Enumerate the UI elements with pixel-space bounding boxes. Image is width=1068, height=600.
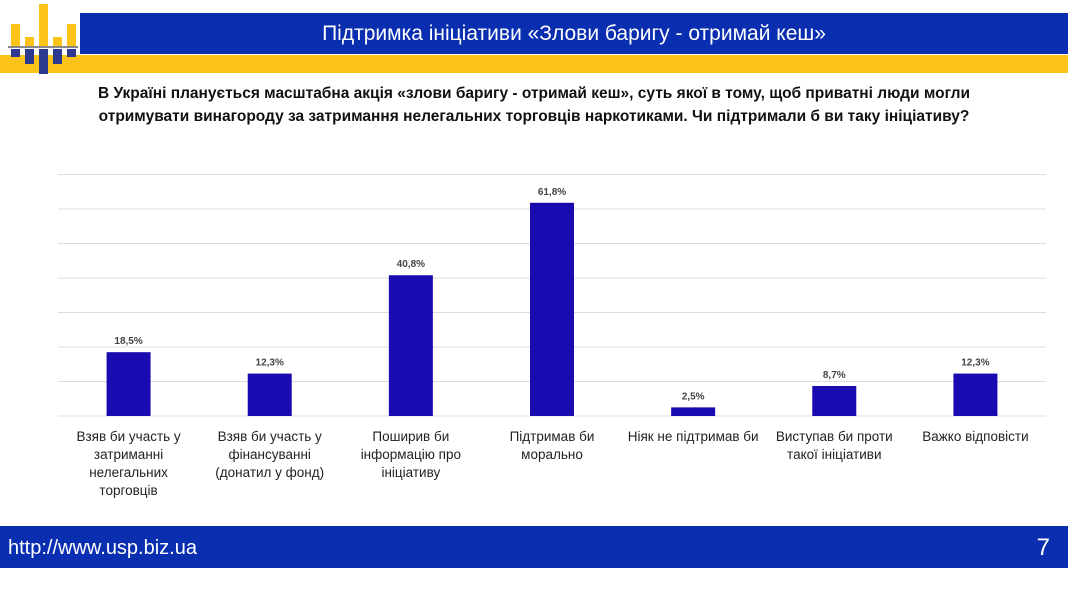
data-label: 12,3% <box>961 358 989 369</box>
bar-chart: 18,5% 12,3% 40,8% 61,8% 2,5% 8,7% 12,3% <box>58 174 1046 417</box>
data-label: 18,5% <box>114 336 142 347</box>
category-label: Важко відповісти <box>922 429 1029 444</box>
bar <box>106 352 151 416</box>
data-label: 61,8% <box>538 187 566 198</box>
yellow-stripe <box>0 55 1068 73</box>
data-label: 12,3% <box>256 358 284 369</box>
page-number: 7 <box>1036 534 1050 561</box>
website-link[interactable]: http://www.usp.biz.ua <box>8 537 197 559</box>
category-label: Підтримав би морально <box>509 429 595 462</box>
logo <box>8 4 78 74</box>
page-title: Підтримка ініціативи «Злови баригу - отр… <box>80 13 1068 54</box>
bar <box>388 275 433 416</box>
survey-question: В Україні планується масштабна акція «зл… <box>97 85 971 125</box>
category-label: Виступав би проти такої ініціативи <box>775 429 893 462</box>
bar <box>812 385 857 416</box>
footer: http://www.usp.biz.ua 7 <box>0 526 1068 568</box>
category-label: Поширив би інформацію про ініціативу <box>360 429 461 480</box>
category-label: Взяв би участь у фінансуванні (донатил у… <box>215 429 325 480</box>
bar <box>953 373 998 416</box>
data-label: 2,5% <box>682 391 705 402</box>
bar <box>671 407 716 416</box>
data-label: 40,8% <box>397 259 425 270</box>
bar <box>247 373 292 416</box>
bar <box>530 202 574 416</box>
category-label: Ніяк не підтримав би <box>627 429 759 444</box>
category-label: Взяв би участь у затриманні нелегальних … <box>76 429 181 498</box>
data-label: 8,7% <box>823 370 846 381</box>
